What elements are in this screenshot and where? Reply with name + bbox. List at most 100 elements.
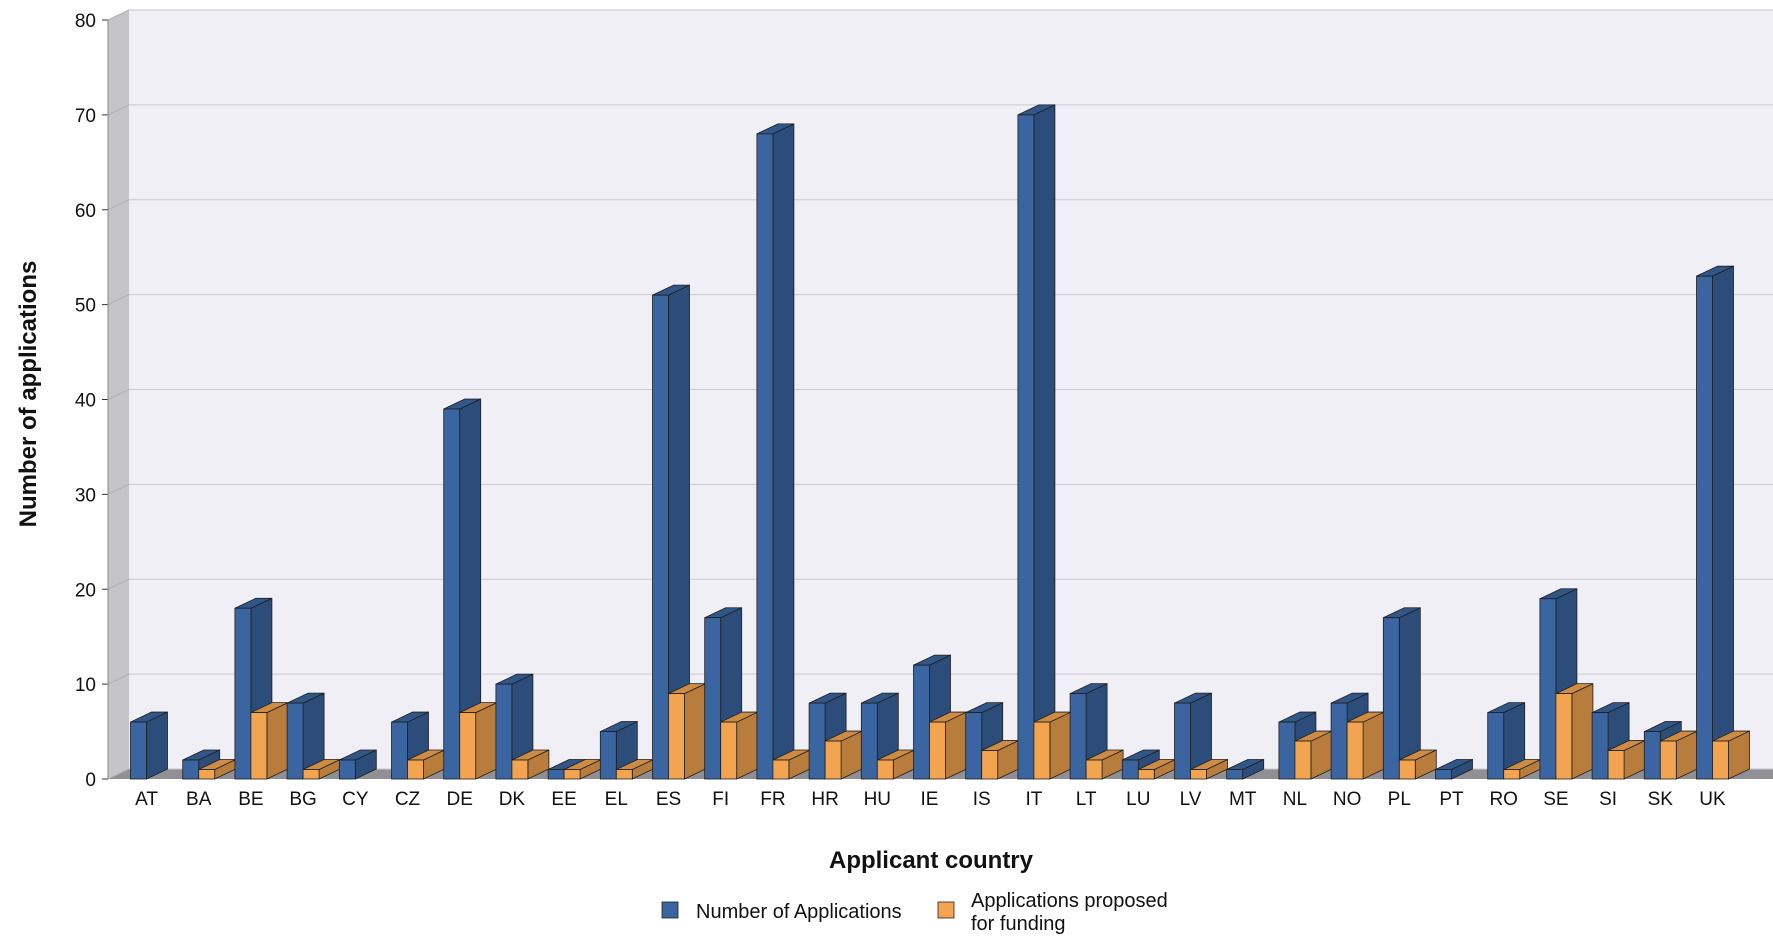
x-tick-label: EL [605,789,628,810]
x-tick-label: AT [135,789,158,810]
x-tick-label: IE [921,789,939,810]
gridline-side [107,578,130,590]
bar-front [756,133,774,780]
x-tick-label: FR [760,789,785,810]
x-tick-label: CY [342,789,369,810]
bar-IS-proposed [981,739,1020,780]
gridlines [102,9,1773,780]
bar-front [1330,702,1348,780]
bar-front [234,607,252,780]
x-tick-label: NO [1333,789,1362,810]
x-tick-label: NL [1283,789,1307,810]
bar-front [459,712,477,780]
bar-front [286,702,304,780]
bar-front [965,712,983,780]
bar-front [391,721,408,780]
bar-UK-proposed [1712,730,1750,780]
bar-SK-proposed [1659,730,1698,780]
bar-front [1190,769,1207,780]
x-tick-label: IS [973,789,991,810]
bar-front [824,740,842,780]
legend-swatch-applications-proposed [937,901,955,919]
bar-LV-proposed [1190,758,1228,780]
bar-front [1085,759,1103,780]
y-tick-label: 10 [75,675,96,696]
bar-side [1049,711,1072,780]
bar-side [736,711,759,780]
x-tick-label: PL [1388,789,1411,810]
bar-front [511,759,529,780]
x-tick-label: BA [186,789,212,810]
x-tick-labels: AT BA BE BG CY CZ DE DK EE EL ES FI FR HR HU IE IS IT LT LU… [135,789,1726,810]
bar-front [1659,740,1677,780]
bar-IE-proposed [929,711,967,780]
legend: Number of Applications Applications prop… [661,890,1173,935]
bars [130,104,1750,780]
gridline-side [107,199,130,211]
bar-front [652,294,669,780]
x-tick-label: UK [1699,789,1726,810]
x-tick-label: DK [499,789,526,810]
bar-front [1591,712,1609,780]
gridline-side [107,9,130,21]
bar-front [1121,759,1139,780]
bar-LT-proposed [1085,749,1124,780]
legend-label-number-of-applications: Number of Applications [696,901,902,923]
bar-NL-proposed [1294,730,1333,780]
bar-front [1503,769,1521,780]
x-tick-label: BG [289,789,316,810]
x-tick-label: HU [864,789,891,810]
y-tick-label: 80 [75,11,96,32]
x-tick-label: PT [1439,789,1464,810]
bar-front [1555,693,1573,780]
bar-PL-proposed [1398,749,1437,780]
bar-front [704,617,722,780]
bar-front [1033,721,1051,780]
bar-UK-applications [1696,265,1734,780]
bar-front [1435,769,1452,780]
y-tick-label: 30 [75,485,96,506]
bar-front [443,408,461,780]
x-tick-label: LU [1126,789,1150,810]
bar-DK-proposed [511,749,550,780]
bar-PT-applications [1435,758,1473,780]
bar-side [475,701,498,780]
bar-front [1712,740,1729,780]
bar-front [615,769,633,780]
bar-HU-proposed [876,749,915,780]
bar-front [913,664,930,780]
bar-front [250,712,268,780]
x-tick-label: DE [446,789,472,810]
bar-PL-applications [1382,607,1421,780]
bar-BE-proposed [250,701,289,780]
bar-front [563,769,581,780]
legend-label-line-1: Applications proposed [971,890,1168,912]
bar-CZ-proposed [407,749,445,780]
legend-label-applications-proposed: Applications proposed for funding [971,890,1173,935]
y-tick-label: 50 [75,296,96,317]
bar-NO-proposed [1346,711,1385,780]
x-tick-label: RO [1489,789,1518,810]
x-tick-label: MT [1229,789,1257,810]
bar-front [407,759,424,780]
x-tick-label: CZ [395,789,421,810]
bar-side [1362,711,1385,780]
gridline-side [107,104,130,116]
y-tick-label: 70 [75,106,96,127]
x-tick-label: LT [1076,789,1097,810]
x-tick-label: BE [238,789,263,810]
bar-side [1033,104,1056,780]
x-tick-label: IT [1025,789,1042,810]
bar-front [1487,712,1505,780]
gridline-side [107,294,130,306]
legend-label-line-2: for funding [971,913,1066,935]
bar-front [1226,769,1244,780]
x-tick-label: FI [712,789,729,810]
y-tick-label: 40 [75,391,96,412]
bar-front [198,769,216,780]
y-tick-labels: 0 10 20 30 40 50 60 70 80 [75,11,96,791]
bar-MT-applications [1226,758,1265,780]
bar-ES-proposed [668,682,706,780]
bar-AT-applications [130,711,168,780]
